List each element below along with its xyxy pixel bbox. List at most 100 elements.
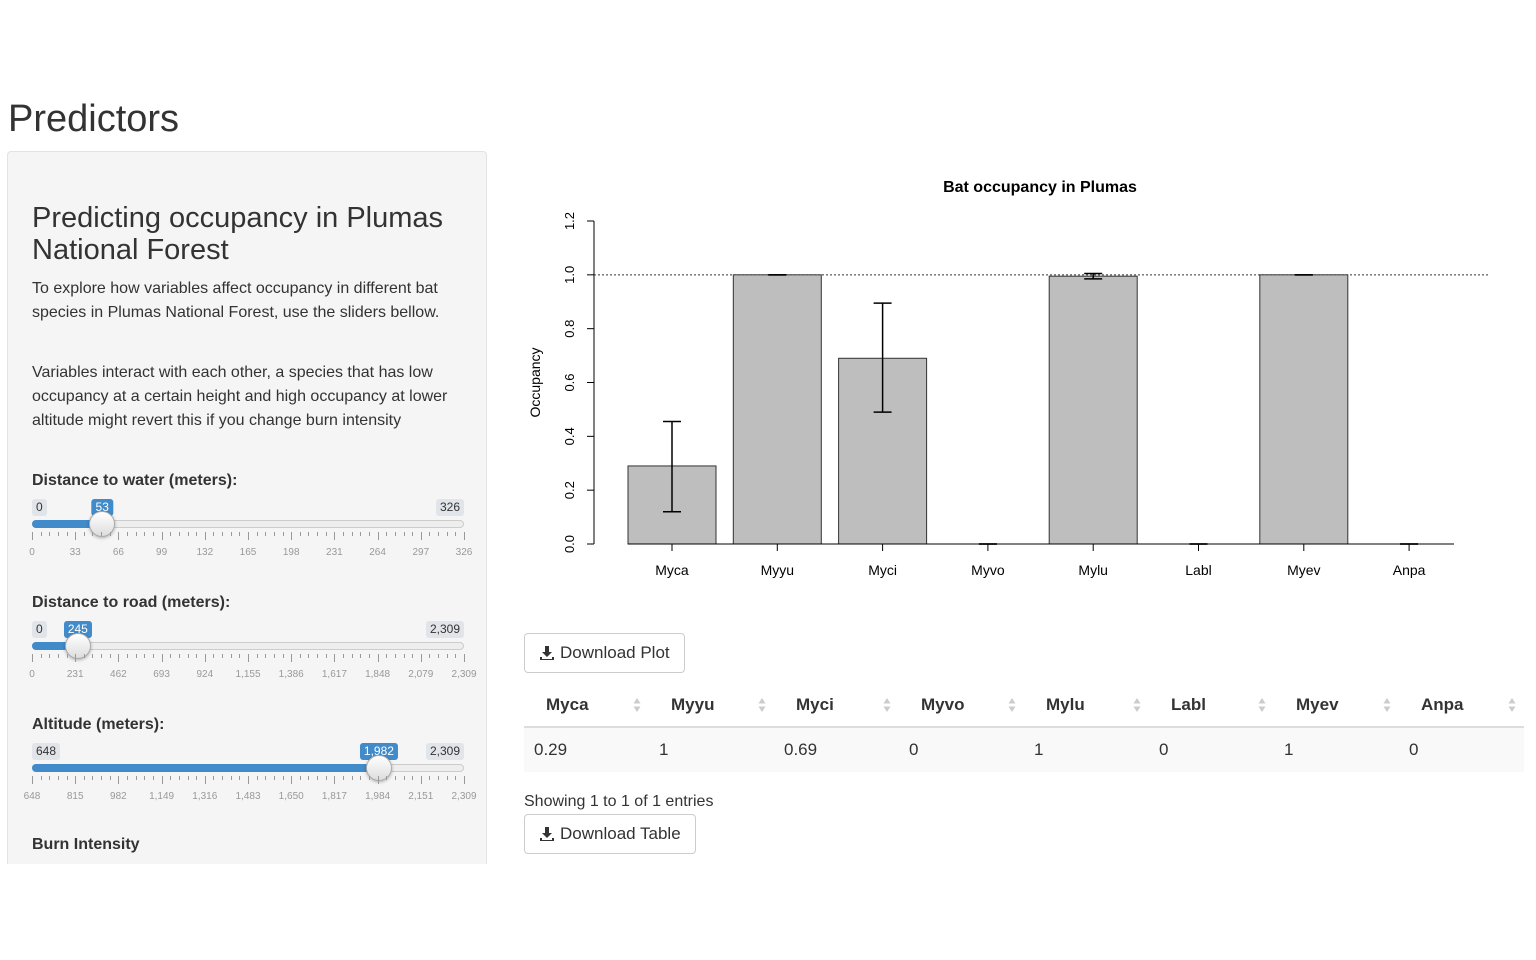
slider-tick-label: 2,151 — [408, 791, 434, 802]
column-header-anpa[interactable]: Anpa — [1399, 684, 1524, 728]
slider-handle[interactable] — [64, 633, 91, 659]
slider-tick — [66, 776, 68, 780]
slider-tick — [161, 532, 163, 540]
bar-myev — [1259, 274, 1349, 545]
slider-tick-label: 132 — [196, 547, 214, 558]
slider-tick — [386, 654, 388, 658]
slider-tick — [118, 532, 120, 540]
slider-min-badge: 648 — [32, 743, 61, 760]
slider-tick — [40, 654, 42, 658]
slider-max-badge: 2,309 — [425, 621, 464, 638]
sort-icon — [1008, 698, 1016, 712]
slider-tick — [377, 654, 379, 662]
slider-tick — [273, 776, 275, 780]
slider-tick — [92, 532, 94, 536]
slider-tick-label: 1,316 — [192, 791, 218, 802]
slider-tick — [127, 532, 129, 536]
sort-icon — [1508, 698, 1516, 712]
slider-tick — [420, 532, 422, 540]
column-header-myev[interactable]: Myev — [1274, 684, 1399, 728]
download-icon — [540, 827, 554, 841]
slider-tick-labels: 0 33 66 99 132 165 198 231 264 297 326 — [29, 547, 472, 561]
slider-track[interactable] — [32, 642, 464, 650]
y-tick-label: 0.2 — [562, 481, 577, 499]
slider-label: Distance to road (meters): — [32, 594, 231, 611]
slider-handle[interactable] — [365, 755, 392, 781]
table-cell: 1 — [1274, 727, 1399, 772]
slider-min-badge: 0 — [32, 621, 47, 638]
column-header-label: Myvo — [921, 695, 965, 714]
table-cell: 0 — [1149, 727, 1274, 772]
slider-tick — [135, 776, 137, 780]
slider-tick-label: 1,155 — [235, 669, 261, 680]
y-tick-label: 0.0 — [562, 535, 577, 553]
slider-tick — [109, 776, 111, 780]
bar-mylu — [1048, 275, 1138, 545]
column-header-myca[interactable]: Myca — [524, 684, 649, 728]
slider-tick — [386, 532, 388, 536]
slider-tick — [170, 532, 172, 536]
slider-tick — [273, 532, 275, 536]
slider-tick — [239, 654, 241, 658]
slider-tick — [57, 654, 59, 658]
slider-tick — [239, 776, 241, 780]
y-axis-label: Occupancy — [527, 347, 543, 417]
slider-tick — [325, 654, 327, 658]
slider-tick-label: 2,309 — [451, 669, 477, 680]
slider-handle[interactable] — [89, 511, 116, 537]
slider-tick — [455, 776, 457, 780]
y-tick-label: 0.8 — [562, 320, 577, 338]
slider-tick — [49, 654, 51, 658]
table-info: Showing 1 to 1 of 1 entries — [524, 793, 714, 810]
slider-tick — [351, 532, 353, 536]
slider-tick — [464, 776, 465, 784]
slider-tick-label: 264 — [369, 547, 386, 558]
slider-tick — [135, 532, 137, 536]
column-header-myyu[interactable]: Myyu — [649, 684, 774, 728]
slider-tick — [161, 654, 163, 662]
table-row: 0.29 1 0.69 0 1 0 1 0 — [524, 727, 1524, 772]
slider-tick — [308, 776, 310, 780]
slider-tick — [40, 776, 42, 780]
x-tick-label: Myev — [1287, 562, 1320, 578]
slider-tick — [412, 776, 414, 780]
slider-fill — [32, 642, 78, 650]
slider-tick — [248, 532, 249, 540]
slider-tick — [92, 654, 94, 658]
column-header-labl[interactable]: Labl — [1149, 684, 1274, 728]
slider-tick — [152, 776, 154, 780]
slider-tick-label: 165 — [239, 547, 257, 558]
slider-tick — [83, 532, 85, 536]
slider-tick — [464, 654, 465, 662]
download-plot-button[interactable]: Download Plot — [524, 633, 685, 673]
column-header-label: Myev — [1296, 695, 1339, 714]
slider-tick — [213, 532, 215, 536]
slider-tick — [464, 532, 465, 540]
column-header-myci[interactable]: Myci — [774, 684, 899, 728]
y-tick-label: 1.2 — [562, 212, 577, 230]
slider-tick — [178, 776, 180, 780]
download-table-button[interactable]: Download Table — [524, 814, 696, 854]
slider-tick — [75, 654, 77, 662]
slider-tick — [204, 654, 206, 662]
slider-tick — [256, 776, 258, 780]
slider-tick — [75, 776, 77, 784]
slider-tick — [265, 532, 267, 536]
slider-tick-label: 815 — [66, 791, 84, 802]
slider-tick — [343, 654, 345, 658]
slider-tick — [438, 532, 440, 536]
column-header-label: Anpa — [1421, 695, 1464, 714]
slider-tick-label: 326 — [455, 547, 473, 558]
column-header-myvo[interactable]: Myvo — [899, 684, 1024, 728]
slider-tick — [83, 776, 85, 780]
slider-tick — [317, 532, 319, 536]
slider-tick — [75, 532, 77, 540]
slider-tick-labels: 0 231 462 693 924 1,155 1,386 1,617 1,848 2,079 2,… — [29, 669, 476, 683]
slider-ticks — [32, 776, 465, 786]
slider-tick — [334, 654, 336, 662]
column-header-label: Myci — [796, 695, 834, 714]
slider-tick — [178, 654, 180, 658]
slider-tick — [265, 776, 267, 780]
slider-tick — [248, 654, 249, 662]
column-header-mylu[interactable]: Mylu — [1024, 684, 1149, 728]
